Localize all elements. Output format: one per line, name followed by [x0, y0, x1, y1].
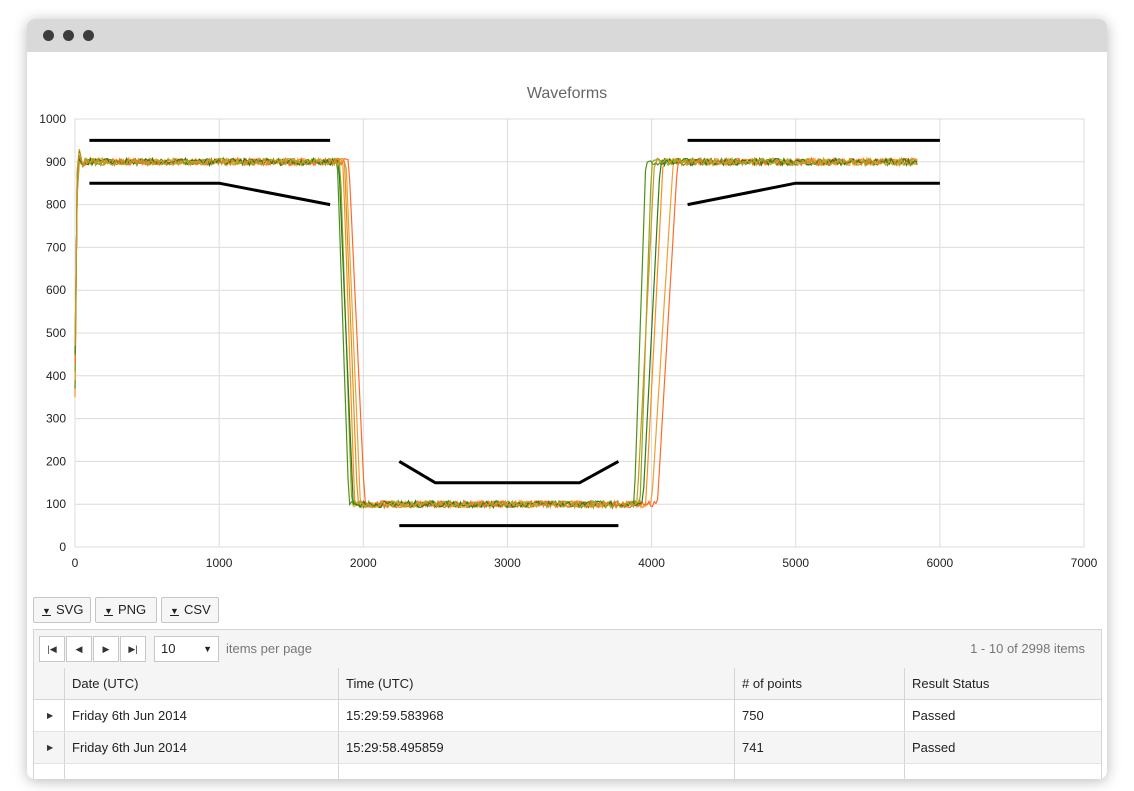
- expand-row-icon[interactable]: ▶: [47, 743, 54, 752]
- page-size-select[interactable]: 10 ▼: [154, 636, 219, 662]
- row-points: 750: [734, 700, 904, 731]
- export-svg-label: SVG: [56, 602, 84, 617]
- x-tick-label: 6000: [927, 556, 954, 570]
- row-time: [338, 764, 735, 779]
- next-page-button[interactable]: ▶: [93, 636, 119, 662]
- waveform-series-line: [74, 148, 918, 510]
- items-per-page-label: items per page: [226, 641, 312, 656]
- y-tick-label: 900: [46, 155, 66, 169]
- chart-tick-labels: 0 100 200 300 400 500 600 700 800 900 1000 0 1000 200…: [39, 112, 1097, 570]
- row-date: Friday 6th Jun 2014: [64, 700, 339, 731]
- y-tick-label: 400: [46, 369, 66, 383]
- next-page-icon: ▶: [102, 644, 110, 654]
- page-size-value: 10: [161, 641, 176, 656]
- row-status: Passed: [904, 732, 1101, 763]
- row-points: [734, 764, 904, 779]
- grid-pager: |◀ ◀ ▶ ▶| 10 ▼ items per page 1 - 10 of …: [34, 630, 1101, 669]
- row-status: Passed: [904, 700, 1101, 731]
- column-header-status[interactable]: Result Status: [904, 668, 1101, 699]
- x-tick-label: 5000: [782, 556, 809, 570]
- chevron-down-icon: ▼: [203, 644, 212, 654]
- limit-mask-line: [687, 181, 940, 207]
- table-row[interactable]: [34, 764, 1101, 779]
- maximize-dot-icon[interactable]: [83, 30, 94, 41]
- limit-mask-line: [398, 460, 620, 485]
- x-tick-label: 1000: [206, 556, 233, 570]
- table-row[interactable]: ▶ Friday 6th Jun 2014 15:29:59.583968 75…: [34, 700, 1101, 732]
- last-page-button[interactable]: ▶|: [120, 636, 146, 662]
- y-tick-label: 100: [46, 497, 66, 511]
- chart-series: [74, 148, 918, 510]
- x-tick-label: 3000: [494, 556, 521, 570]
- chart-limit-lines: [89, 138, 940, 528]
- row-date: Friday 6th Jun 2014: [64, 732, 339, 763]
- column-header-date[interactable]: Date (UTC): [64, 668, 339, 699]
- close-dot-icon[interactable]: [43, 30, 54, 41]
- prev-page-icon: ◀: [75, 644, 83, 654]
- row-date: [64, 764, 339, 779]
- minimize-dot-icon[interactable]: [63, 30, 74, 41]
- limit-mask-line: [89, 181, 331, 207]
- y-tick-label: 1000: [39, 112, 66, 126]
- export-csv-label: CSV: [184, 602, 211, 617]
- chart-title: Waveforms: [527, 85, 607, 102]
- grid-header: Date (UTC) Time (UTC) # of points Result…: [34, 668, 1101, 700]
- y-tick-label: 500: [46, 326, 66, 340]
- row-points: 741: [734, 732, 904, 763]
- y-tick-label: 700: [46, 240, 66, 254]
- waveform-series-line: [74, 155, 918, 510]
- expand-row-icon[interactable]: ▶: [47, 711, 54, 720]
- waveform-series-line: [74, 156, 918, 510]
- column-header-points[interactable]: # of points: [734, 668, 904, 699]
- x-tick-label: 0: [72, 556, 79, 570]
- table-row[interactable]: ▶ Friday 6th Jun 2014 15:29:58.495859 74…: [34, 732, 1101, 764]
- x-tick-label: 7000: [1071, 556, 1098, 570]
- browser-window: Waveforms 0 100 200 300 400 500 600 700 800 900 10…: [27, 19, 1107, 779]
- prev-page-button[interactable]: ◀: [66, 636, 92, 662]
- window-titlebar: [27, 19, 1107, 52]
- first-page-icon: |◀: [47, 644, 57, 654]
- export-csv-button[interactable]: ▼ CSV: [161, 597, 219, 623]
- y-tick-label: 300: [46, 412, 66, 426]
- export-png-label: PNG: [118, 602, 147, 617]
- x-tick-label: 4000: [638, 556, 665, 570]
- download-arrow-icon: ▼: [42, 606, 51, 616]
- row-status: [904, 764, 1101, 779]
- y-tick-label: 200: [46, 454, 66, 468]
- download-arrow-icon: ▼: [170, 606, 179, 616]
- pager-info: 1 - 10 of 2998 items: [970, 641, 1085, 656]
- waveforms-chart: Waveforms 0 100 200 300 400 500 600 700 800 900 10…: [39, 85, 1097, 570]
- x-tick-label: 2000: [350, 556, 377, 570]
- export-png-button[interactable]: ▼ PNG: [95, 597, 157, 623]
- download-arrow-icon: ▼: [104, 606, 113, 616]
- first-page-button[interactable]: |◀: [39, 636, 65, 662]
- results-grid: |◀ ◀ ▶ ▶| 10 ▼ items per page 1 - 10 of …: [33, 629, 1102, 779]
- export-svg-button[interactable]: ▼ SVG: [33, 597, 91, 623]
- row-time: 15:29:59.583968: [338, 700, 735, 731]
- y-tick-label: 600: [46, 283, 66, 297]
- waveform-series-line: [74, 153, 918, 510]
- y-tick-label: 800: [46, 198, 66, 212]
- y-tick-label: 0: [59, 540, 66, 554]
- column-header-time[interactable]: Time (UTC): [338, 668, 735, 699]
- row-time: 15:29:58.495859: [338, 732, 735, 763]
- last-page-icon: ▶|: [128, 644, 138, 654]
